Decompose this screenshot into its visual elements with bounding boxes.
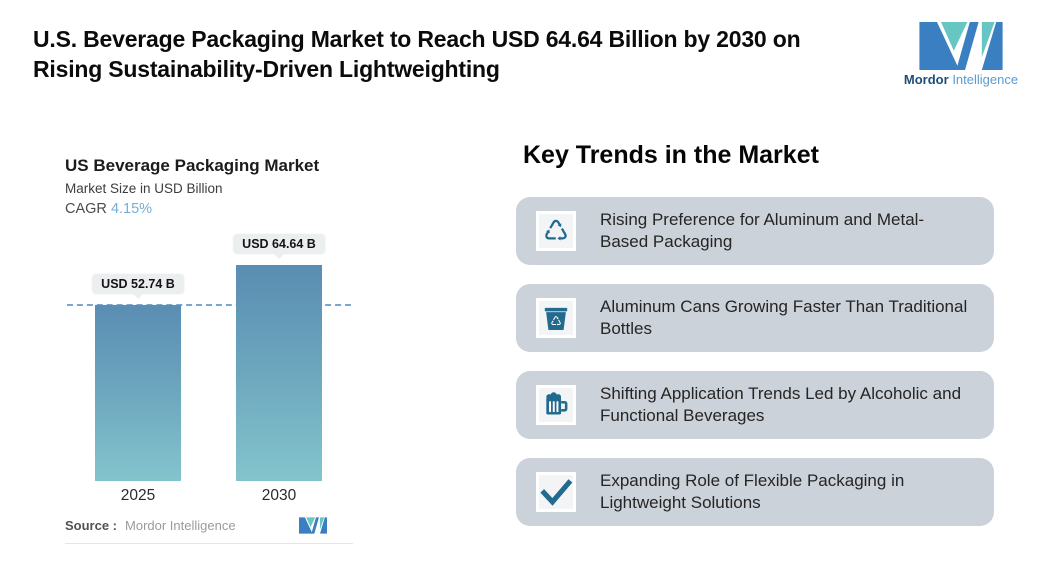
chart-subtitle: Market Size in USD Billion	[65, 181, 223, 196]
bar-value-label-2030: USD 64.64 B	[233, 234, 325, 254]
x-axis-label-2025: 2025	[120, 487, 156, 504]
cagr-label: CAGR	[65, 201, 107, 217]
recycle-bin-icon: ♺	[544, 307, 568, 330]
trend-icon-box: ♺	[536, 298, 576, 338]
trends-heading: Key Trends in the Market	[523, 141, 819, 169]
svg-text:♺: ♺	[550, 313, 561, 328]
trend-icon-box: ♺	[536, 211, 576, 251]
trend-text: Rising Preference for Aluminum and Metal…	[600, 209, 925, 251]
beer-mug-icon	[546, 392, 568, 415]
source-label: Source :	[65, 518, 118, 533]
mordor-intelligence-logo-icon-small	[299, 517, 327, 534]
chart-divider	[65, 543, 353, 544]
dashed-reference-line	[67, 304, 351, 306]
trend-card-application-shift: Shifting Application Trends Led by Alcoh…	[516, 371, 994, 439]
page-title: U.S. Beverage Packaging Market to Reach …	[33, 26, 801, 83]
trend-icon-box	[536, 385, 576, 425]
trend-card-aluminum-cans: ♺ Aluminum Cans Growing Faster Than Trad…	[516, 284, 994, 352]
trend-card-flexible-packaging: Expanding Role of Flexible Packaging in …	[516, 458, 994, 526]
trend-text: Aluminum Cans Growing Faster Than Tradit…	[600, 296, 968, 338]
bar-plot: USD 52.74 B USD 64.64 B 2025 2030	[65, 225, 355, 504]
trend-icon-box	[536, 472, 576, 512]
cagr-value: 4.15%	[110, 201, 153, 217]
bar-2030	[236, 265, 322, 481]
chart-title: US Beverage Packaging Market	[65, 156, 320, 175]
source-row: Source : Mordor Intelligence	[65, 517, 355, 534]
bar-2025	[95, 305, 181, 481]
brand-logo: Mordor Intelligence	[903, 22, 1019, 87]
cagr-line: CAGR 4.15%	[65, 201, 355, 217]
chart-section: US Beverage Packaging Market Market Size…	[65, 156, 355, 544]
trend-text: Expanding Role of Flexible Packaging in …	[600, 470, 905, 512]
recycle-icon: ♺	[543, 213, 569, 248]
trend-card-aluminum-preference: ♺ Rising Preference for Aluminum and Met…	[516, 197, 994, 265]
mordor-intelligence-logo-icon	[919, 22, 1003, 70]
bar-value-label-2025: USD 52.74 B	[92, 274, 184, 294]
x-axis-label-2030: 2030	[261, 487, 297, 504]
trend-text: Shifting Application Trends Led by Alcoh…	[600, 383, 962, 425]
brand-name: Mordor Intelligence	[903, 72, 1019, 87]
trends-section: Key Trends in the Market ♺ Rising Prefer…	[516, 141, 994, 526]
checkmark-icon	[540, 479, 573, 506]
source-value: Mordor Intelligence	[125, 518, 236, 533]
brand-name-light: Intelligence	[952, 72, 1019, 87]
brand-name-bold: Mordor	[903, 72, 949, 87]
